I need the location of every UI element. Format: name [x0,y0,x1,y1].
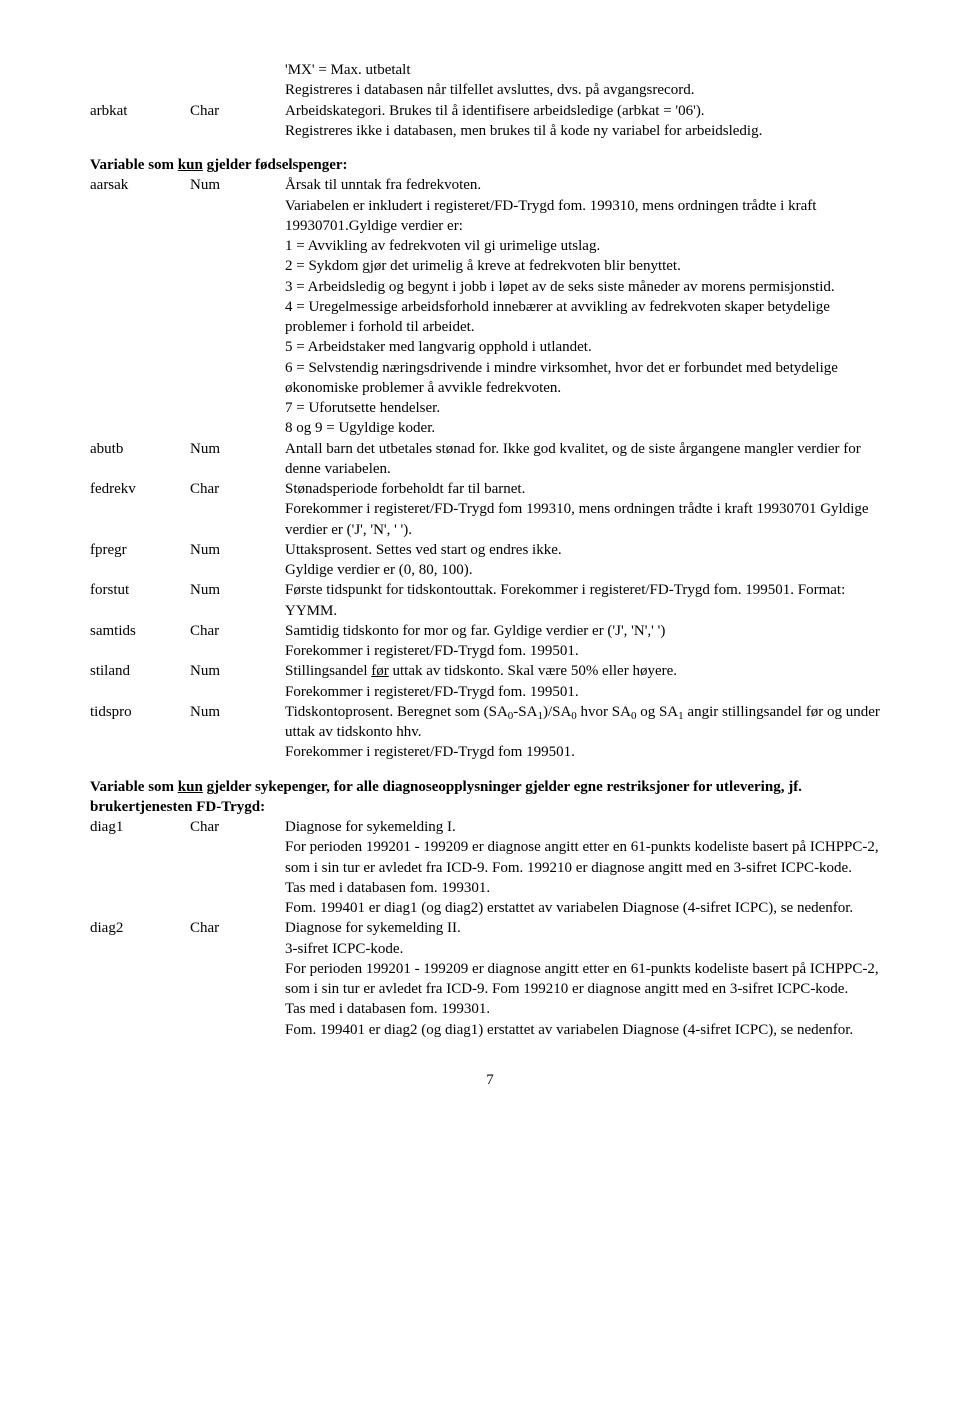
t: og SA [636,704,678,720]
var-desc: Uttaksprosent. Settes ved start og endre… [285,540,890,581]
var-desc: Stillingsandel før uttak av tidskonto. S… [285,661,890,702]
t: )/SA [543,704,571,720]
desc-line: 7 = Uforutsette hendelser. [285,398,890,418]
var-type: Num [190,661,285,681]
t: før [371,663,389,679]
var-type: Num [190,439,285,459]
var-type: Char [190,918,285,938]
var-type: Num [190,580,285,600]
t: Stillingsandel [285,663,371,679]
desc-line: Forekommer i registeret/FD-Trygd fom. 19… [285,682,890,702]
section-syk-heading: Variable som kun gjelder sykepenger, for… [90,777,890,818]
desc-line: 8 og 9 = Ugyldige koder. [285,418,890,438]
desc-line: 4 = Uregelmessige arbeidsforhold innebær… [285,297,890,338]
desc-line: Fom. 199401 er diag1 (og diag2) erstatte… [285,898,890,918]
var-name: arbkat [90,101,190,121]
arbkat-pre1: 'MX' = Max. utbetalt [285,60,890,80]
var-type: Char [190,101,285,121]
desc-line: Gyldige verdier er (0, 80, 100). [285,560,890,580]
var-name: forstut [90,580,190,600]
head-pre: Variable som [90,157,178,173]
entry-arbkat: arbkat Char Arbeidskategori. Brukes til … [90,101,890,142]
sub: 1 [537,710,543,722]
desc-line: 6 = Selvstendig næringsdrivende i mindre… [285,358,890,399]
desc-line: 3 = Arbeidsledig og begynt i jobb i løpe… [285,277,890,297]
var-desc: Første tidspunkt for tidskontouttak. For… [285,580,890,621]
t: -SA [513,704,537,720]
var-type: Num [190,540,285,560]
entry-forstut: forstut Num Første tidspunkt for tidskon… [90,580,890,621]
desc-line: Samtidig tidskonto for mor og far. Gyldi… [285,621,890,641]
arbkat-pre2: Registreres i databasen når tilfellet av… [285,80,890,100]
sub: 0 [508,710,514,722]
head-post: gjelder fødselspenger: [203,157,348,173]
sub: 1 [678,710,684,722]
desc-line: Stillingsandel før uttak av tidskonto. S… [285,661,890,681]
desc-line: Uttaksprosent. Settes ved start og endre… [285,540,890,560]
entry-samtids: samtids Char Samtidig tidskonto for mor … [90,621,890,662]
var-desc: Årsak til unntak fra fedrekvoten. Variab… [285,175,890,438]
var-name: stiland [90,661,190,681]
t: Tidskontoprosent. Beregnet som (SA [285,704,508,720]
desc-line: For perioden 199201 - 199209 er diagnose… [285,837,890,878]
sub: 0 [571,710,577,722]
entry-diag2: diag2 Char Diagnose for sykemelding II. … [90,918,890,1040]
var-type: Char [190,479,285,499]
desc-line: Diagnose for sykemelding I. [285,817,890,837]
head-ul: kun [178,157,203,173]
entry-diag1: diag1 Char Diagnose for sykemelding I. F… [90,817,890,918]
sub: 0 [631,710,637,722]
var-type: Num [190,702,285,722]
var-name: abutb [90,439,190,459]
entry-abutb: abutb Num Antall barn det utbetales støn… [90,439,890,480]
desc-line: Tas med i databasen fom. 199301. [285,999,890,1019]
var-name: aarsak [90,175,190,195]
desc-line: 3-sifret ICPC-kode. [285,939,890,959]
var-desc: Antall barn det utbetales stønad for. Ik… [285,439,890,480]
desc-line: Forekommer i registeret/FD-Trygd fom 199… [285,499,890,540]
var-name: tidspro [90,702,190,722]
entry-fedrekv: fedrekv Char Stønadsperiode forbeholdt f… [90,479,890,540]
desc-line: Forekommer i registeret/FD-Trygd fom 199… [285,742,890,762]
entry-fpregr: fpregr Num Uttaksprosent. Settes ved sta… [90,540,890,581]
t: hvor SA [577,704,631,720]
desc-line: Arbeidskategori. Brukes til å identifise… [285,101,890,121]
var-name: samtids [90,621,190,641]
var-type: Num [190,175,285,195]
desc-line: Stønadsperiode forbeholdt far til barnet… [285,479,890,499]
var-desc: Tidskontoprosent. Beregnet som (SA0-SA1)… [285,702,890,763]
var-desc: Diagnose for sykemelding II. 3-sifret IC… [285,918,890,1040]
var-name: diag1 [90,817,190,837]
section-fodsel-heading: Variable som kun gjelder fødselspenger: [90,155,890,175]
var-desc: Samtidig tidskonto for mor og far. Gyldi… [285,621,890,662]
var-type: Char [190,817,285,837]
desc-line: 5 = Arbeidstaker med langvarig opphold i… [285,337,890,357]
head-ul: kun [178,779,203,795]
desc-line: 1 = Avvikling av fedrekvoten vil gi urim… [285,236,890,256]
desc-line: Forekommer i registeret/FD-Trygd fom. 19… [285,641,890,661]
desc-line: Årsak til unntak fra fedrekvoten. [285,175,890,195]
entry-stiland: stiland Num Stillingsandel før uttak av … [90,661,890,702]
var-type: Char [190,621,285,641]
t: uttak av tidskonto. Skal være 50% eller … [389,663,677,679]
desc-line: For perioden 199201 - 199209 er diagnose… [285,959,890,1000]
desc-line: 2 = Sykdom gjør det urimelig å kreve at … [285,256,890,276]
var-name: fpregr [90,540,190,560]
var-desc: Arbeidskategori. Brukes til å identifise… [285,101,890,142]
desc-line: Tas med i databasen fom. 199301. [285,878,890,898]
desc-line: Tidskontoprosent. Beregnet som (SA0-SA1)… [285,702,890,743]
var-name: diag2 [90,918,190,938]
desc-line: Variabelen er inkludert i registeret/FD-… [285,196,890,237]
entry-tidspro: tidspro Num Tidskontoprosent. Beregnet s… [90,702,890,763]
desc-line: Diagnose for sykemelding II. [285,918,890,938]
page-number: 7 [90,1070,890,1090]
desc-line: Registreres ikke i databasen, men brukes… [285,121,890,141]
head-pre: Variable som [90,779,178,795]
entry-aarsak: aarsak Num Årsak til unntak fra fedrekvo… [90,175,890,438]
var-name: fedrekv [90,479,190,499]
var-desc: Diagnose for sykemelding I. For perioden… [285,817,890,918]
var-desc: Stønadsperiode forbeholdt far til barnet… [285,479,890,540]
desc-line: Fom. 199401 er diag2 (og diag1) erstatte… [285,1020,890,1040]
